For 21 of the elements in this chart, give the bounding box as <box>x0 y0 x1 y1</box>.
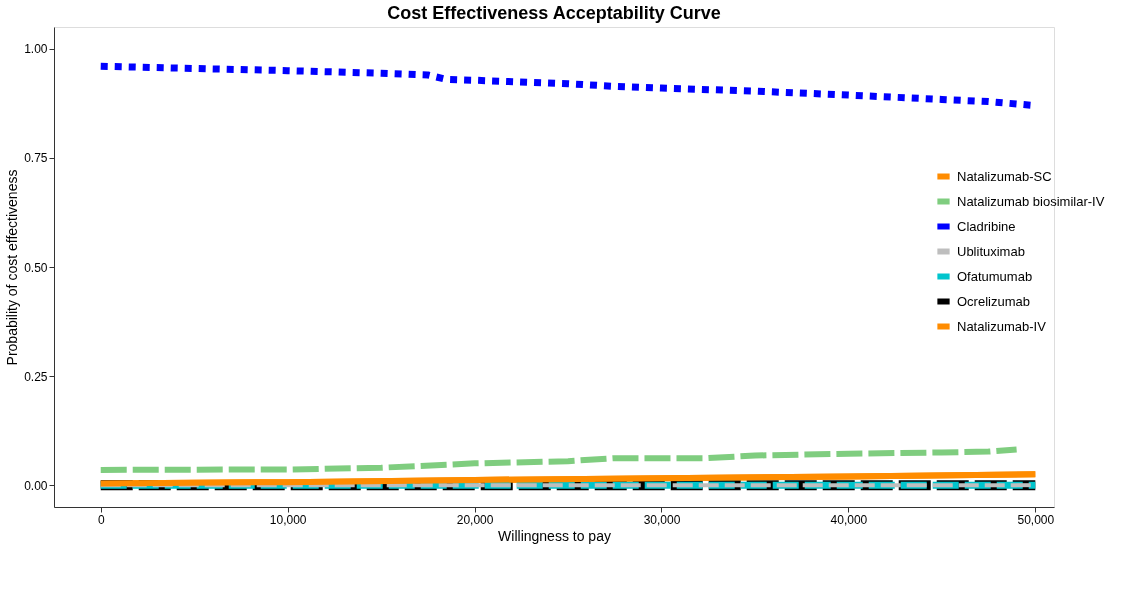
y-tick-label: 0.75 <box>24 151 48 166</box>
y-tick-label: 0.50 <box>24 260 48 275</box>
x-tick-label: 30,000 <box>643 512 681 527</box>
y-tick-label: 1.00 <box>24 42 48 57</box>
legend-label: Cladribine <box>957 218 1016 234</box>
x-tick-label: 50,000 <box>1017 512 1055 527</box>
y-axis-title: Probability of cost effectiveness <box>4 169 21 366</box>
chart-title: Cost Effectiveness Acceptability Curve <box>387 3 721 23</box>
legend-label: Natalizumab biosimilar-IV <box>957 193 1105 209</box>
x-axis-title: Willingness to pay <box>498 527 611 544</box>
x-tick-label: 0 <box>97 512 105 527</box>
legend-label: Ocrelizumab <box>957 293 1030 309</box>
x-tick-label: 10,000 <box>269 512 307 527</box>
legend-label: Natalizumab-SC <box>957 168 1052 184</box>
legend-label: Natalizumab-IV <box>957 318 1047 334</box>
legend-label: Ofatumumab <box>957 268 1033 284</box>
y-tick-label: 0.00 <box>24 478 48 493</box>
x-tick-label: 40,000 <box>830 512 868 527</box>
legend-label: Ublituximab <box>957 243 1025 259</box>
x-tick-label: 20,000 <box>456 512 494 527</box>
y-tick-label: 0.25 <box>24 369 48 384</box>
